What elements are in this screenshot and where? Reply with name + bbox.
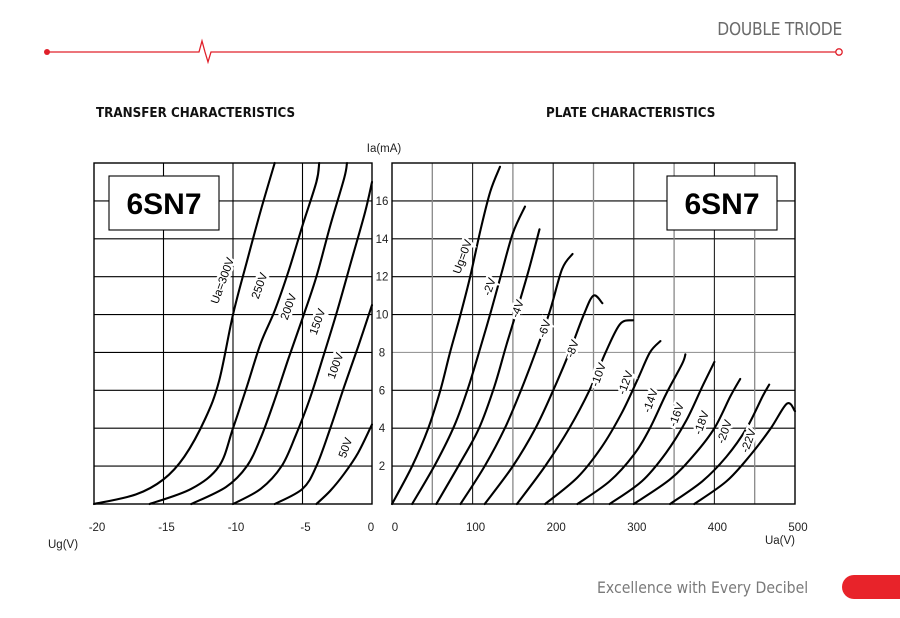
y-tick-label: 12: [376, 272, 389, 284]
y-tick-label: 6: [379, 385, 385, 397]
curve-ua-300v: [92, 161, 276, 506]
curve--8v: [483, 294, 604, 506]
plot-frame: [391, 162, 796, 505]
x-tick-label: 0: [368, 522, 374, 534]
curve-100v: [273, 304, 374, 506]
tube-badge-label: 6SN7: [126, 188, 201, 221]
curve-150v: [231, 180, 374, 506]
plate-chart: Ug=0V-2V-4V-6V-8V-10V -12V-14V-16V -18V -20…: [390, 162, 808, 547]
x-tick-label: -5: [300, 522, 310, 534]
curve--10v: [515, 319, 635, 506]
curve-label: 150V: [308, 307, 329, 337]
curve-label: -6V: [536, 318, 554, 339]
curve--12v: [544, 340, 662, 506]
curve-label: -10V: [589, 361, 609, 388]
transfer-chart-title: TRANSFER CHARACTERISTICS: [96, 106, 296, 121]
curve-200v: [190, 161, 349, 506]
x-tick-label: -15: [158, 522, 175, 534]
header-title: DOUBLE TRIODE: [717, 19, 842, 40]
curve--4v: [435, 228, 541, 506]
y-tick-label: 16: [376, 196, 389, 208]
y-axis-label: Ia(mA): [367, 143, 402, 155]
curve-label: 100V: [326, 351, 347, 381]
y-tick-label: 8: [379, 347, 385, 359]
rule-heartbeat-line: [47, 38, 836, 65]
curve-250v: [148, 161, 321, 506]
x-tick-label: -10: [228, 522, 245, 534]
y-tick-label: 14: [376, 234, 389, 246]
tube-badge: [666, 175, 778, 231]
curve-label: -22V: [739, 427, 759, 454]
shared-y-axis: 2 4 6 8 10 12 14 16 Ia(mA): [367, 143, 402, 473]
curve-label: 200V: [279, 292, 300, 322]
curve--14v: [576, 353, 687, 506]
x-tick-label: -20: [89, 522, 106, 534]
curve--16v: [608, 360, 716, 506]
x-axis-label: Ug(V): [48, 539, 78, 551]
x-tick-label: 500: [788, 522, 807, 534]
curve--20v: [669, 383, 771, 506]
curve-label: -8V: [564, 338, 582, 359]
curve-label: -18V: [692, 409, 712, 436]
curve--22v: [693, 402, 797, 506]
curve-label: 50V: [337, 436, 355, 460]
header-rule: [44, 38, 843, 65]
tube-badge-label: 6SN7: [684, 188, 759, 221]
rule-end-ring: [835, 48, 843, 56]
x-tick-label: 300: [627, 522, 646, 534]
footer-accent-pill: [842, 575, 900, 599]
tube-badge: [108, 175, 220, 231]
curve-ug-0v: [390, 165, 502, 506]
curve-50v: [315, 423, 374, 506]
curve-label: -4V: [509, 298, 527, 319]
curve--2v: [411, 205, 527, 506]
plate-chart-title: PLATE CHARACTERISTICS: [546, 106, 716, 121]
curve--6v: [459, 252, 574, 506]
x-tick-label: 400: [708, 522, 727, 534]
y-tick-label: 10: [376, 310, 389, 322]
x-axis-label: Ua(V): [765, 535, 795, 547]
curve-label: 250V: [250, 271, 271, 301]
x-tick-label: 200: [547, 522, 566, 534]
y-tick-label: 2: [379, 461, 385, 473]
x-tick-label: 0: [392, 522, 398, 534]
footer-tagline: Excellence with Every Decibel: [597, 578, 809, 597]
curve-label: -12V: [616, 369, 636, 396]
y-tick-label: 4: [379, 423, 386, 435]
curve--18v: [632, 377, 742, 506]
x-tick-label: 100: [466, 522, 485, 534]
